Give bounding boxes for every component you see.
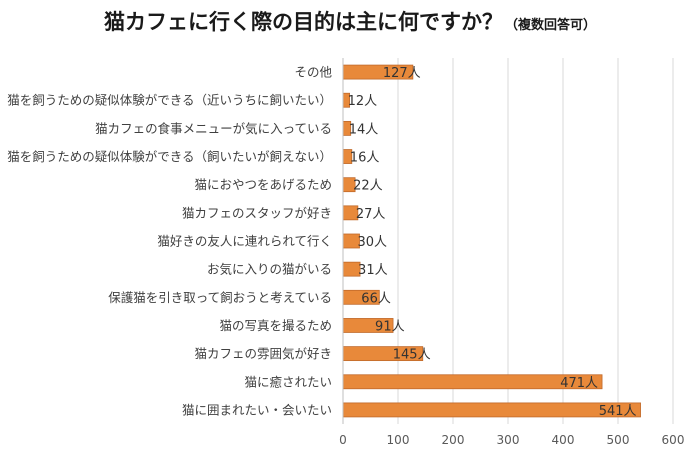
value-label: 471人 <box>560 376 598 391</box>
category-label: 保護猫を引き取って飼おうと考えている <box>108 290 332 305</box>
value-label: 14人 <box>349 122 379 137</box>
bar-chart-plot: 0 100 200 300 400 500 600 その他 127人猫を飼うための疑似体験ができ… <box>0 0 700 460</box>
category-label: 猫カフェの食事メニューが気に入っている <box>95 121 332 136</box>
value-label: 66人 <box>361 291 391 306</box>
category-label: 猫におやつをあげるため <box>194 177 332 192</box>
value-label: 16人 <box>350 151 380 166</box>
category-label: 猫カフェのスタッフが好き <box>182 205 332 220</box>
category-label: 猫の写真を撮るため <box>219 318 332 333</box>
value-label: 127人 <box>383 66 421 81</box>
value-label: 145人 <box>393 348 431 363</box>
category-label: 猫に癒されたい <box>244 374 332 389</box>
category-label: 猫を飼うための疑似体験ができる（飼いたいが飼えない） <box>7 149 332 164</box>
category-label: 猫に囲まれたい・会いたい <box>182 402 332 417</box>
value-label: 12人 <box>348 94 378 109</box>
value-label: 27人 <box>356 207 386 222</box>
value-label: 91人 <box>375 319 405 334</box>
category-label: その他 <box>294 65 332 80</box>
chart: 猫カフェに行く際の目的は主に何ですか？ （複数回答可） 0 100 200 300 400… <box>0 0 700 460</box>
x-tick-label: 0 <box>339 433 347 447</box>
value-label: 30人 <box>358 235 388 250</box>
bar <box>343 403 641 417</box>
x-tick-label: 300 <box>497 433 520 447</box>
x-tick-label: 200 <box>442 433 465 447</box>
category-label: お気に入りの猫がいる <box>207 262 332 277</box>
x-tick-label: 100 <box>387 433 410 447</box>
value-label: 541人 <box>599 404 637 419</box>
x-tick-label: 600 <box>662 433 685 447</box>
category-label: 猫カフェの雰囲気が好き <box>194 346 332 361</box>
x-tick-label: 400 <box>552 433 575 447</box>
value-label: 22人 <box>353 179 383 194</box>
value-label: 31人 <box>358 263 388 278</box>
category-label: 猫を飼うための疑似体験ができる（近いうちに飼いたい） <box>7 93 332 108</box>
x-tick-label: 500 <box>607 433 630 447</box>
category-label: 猫好きの友人に連れられて行く <box>157 234 332 249</box>
